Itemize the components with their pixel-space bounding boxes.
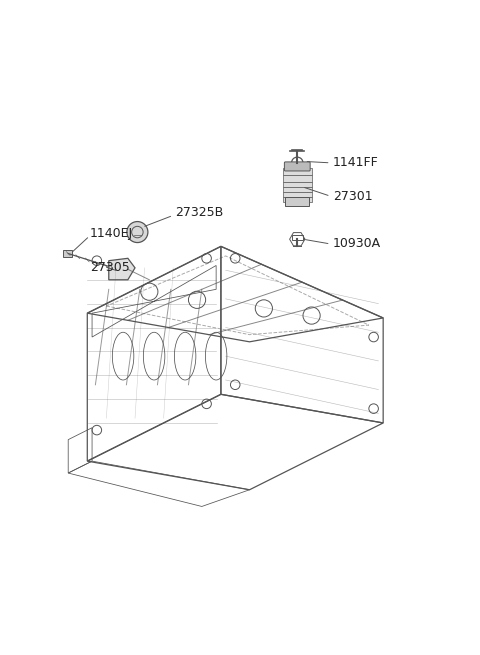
Text: 27301: 27301 xyxy=(333,190,372,203)
Bar xyxy=(283,193,312,197)
Bar xyxy=(283,197,312,202)
Bar xyxy=(283,187,312,193)
Bar xyxy=(283,182,312,187)
Text: 1141FF: 1141FF xyxy=(333,157,379,170)
Bar xyxy=(63,250,72,257)
Bar xyxy=(283,168,312,175)
Bar xyxy=(291,235,303,240)
Bar xyxy=(285,197,309,206)
Circle shape xyxy=(127,221,148,242)
Text: 27305: 27305 xyxy=(90,261,130,274)
Text: 10930A: 10930A xyxy=(333,238,381,250)
Bar xyxy=(283,175,312,182)
Text: 1140EJ: 1140EJ xyxy=(90,227,133,240)
Text: 27325B: 27325B xyxy=(176,206,224,219)
Polygon shape xyxy=(109,258,135,280)
FancyBboxPatch shape xyxy=(284,162,310,171)
